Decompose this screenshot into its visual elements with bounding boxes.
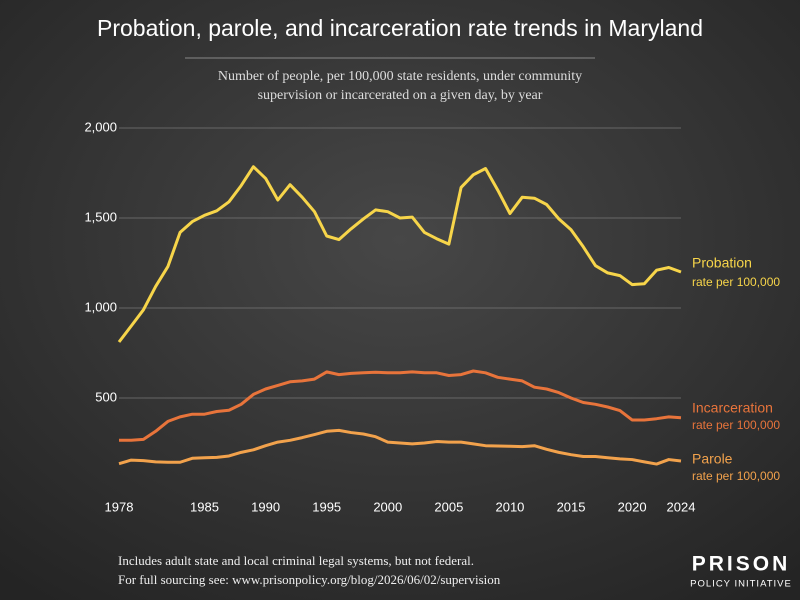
- legend-label: Parole: [692, 451, 733, 467]
- legend-note: rate per 100,000: [692, 469, 780, 483]
- x-tick-label: 2005: [434, 499, 463, 514]
- x-tick-label: 2000: [373, 499, 402, 514]
- legend-label: Probation: [692, 255, 752, 271]
- x-tick-label: 1990: [251, 499, 280, 514]
- legend-note: rate per 100,000: [692, 418, 780, 432]
- x-tick-label: 1978: [105, 499, 134, 514]
- logo: PRISON: [692, 553, 791, 576]
- logo: POLICY INITIATIVE: [690, 579, 792, 590]
- legend-note: rate per 100,000: [692, 275, 780, 289]
- footnote: For full sourcing see: www.prisonpolicy.…: [118, 572, 501, 587]
- subtitle: supervision or incarcerated on a given d…: [258, 88, 543, 103]
- chart-title: Probation, parole, and incarceration rat…: [97, 15, 703, 41]
- legend-label: Incarceration: [692, 400, 773, 416]
- x-tick-label: 2015: [557, 499, 586, 514]
- y-tick-label: 2,000: [84, 119, 117, 134]
- x-tick-label: 2020: [618, 499, 647, 514]
- series-line: [118, 428, 682, 466]
- series-line: [117, 165, 682, 343]
- y-tick-label: 1,000: [84, 299, 117, 314]
- x-tick-label: 2024: [667, 499, 696, 514]
- x-tick-label: 1985: [190, 499, 219, 514]
- y-tick-label: 500: [95, 389, 117, 404]
- footnote: Includes adult state and local criminal …: [118, 553, 474, 568]
- subtitle: Number of people, per 100,000 state resi…: [218, 69, 582, 84]
- x-tick-label: 1995: [312, 499, 341, 514]
- series-line: [119, 369, 682, 442]
- y-tick-label: 1,500: [84, 209, 117, 224]
- x-tick-label: 2010: [495, 499, 524, 514]
